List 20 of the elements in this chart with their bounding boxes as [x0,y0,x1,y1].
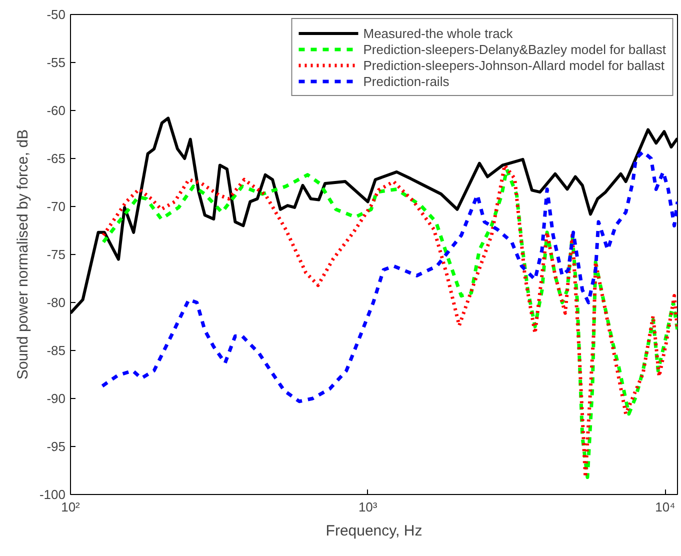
x-tick-label: 10² [61,500,81,514]
y-tick-label: -50 [46,7,66,22]
legend-label: Prediction-rails [363,73,450,89]
x-axis-title: Frequency, Hz [326,522,422,540]
y-tick-label: -70 [46,199,66,214]
legend-label: Prediction-sleepers-Delany&Bazley model for ballast [363,41,666,57]
y-tick-label: -100 [39,487,66,502]
legend-label: Prediction-sleepers-Johnson-Allard model for ballast [363,57,665,73]
y-tick-label: -75 [46,247,66,262]
x-tick-label: 10³ [358,500,378,514]
y-tick-label: -85 [46,343,66,358]
legend-label: Measured-the whole track [363,25,513,41]
y-tick-label: -90 [46,391,66,406]
y-tick-label: -60 [46,103,66,118]
y-axis-title: Sound power normalised by force, dB [14,129,32,380]
y-tick-label: -95 [46,439,66,454]
x-tick-label: 10⁴ [655,500,676,514]
y-tick-label: -55 [46,55,66,70]
y-tick-label: -65 [46,151,66,166]
y-tick-label: -80 [46,295,66,310]
